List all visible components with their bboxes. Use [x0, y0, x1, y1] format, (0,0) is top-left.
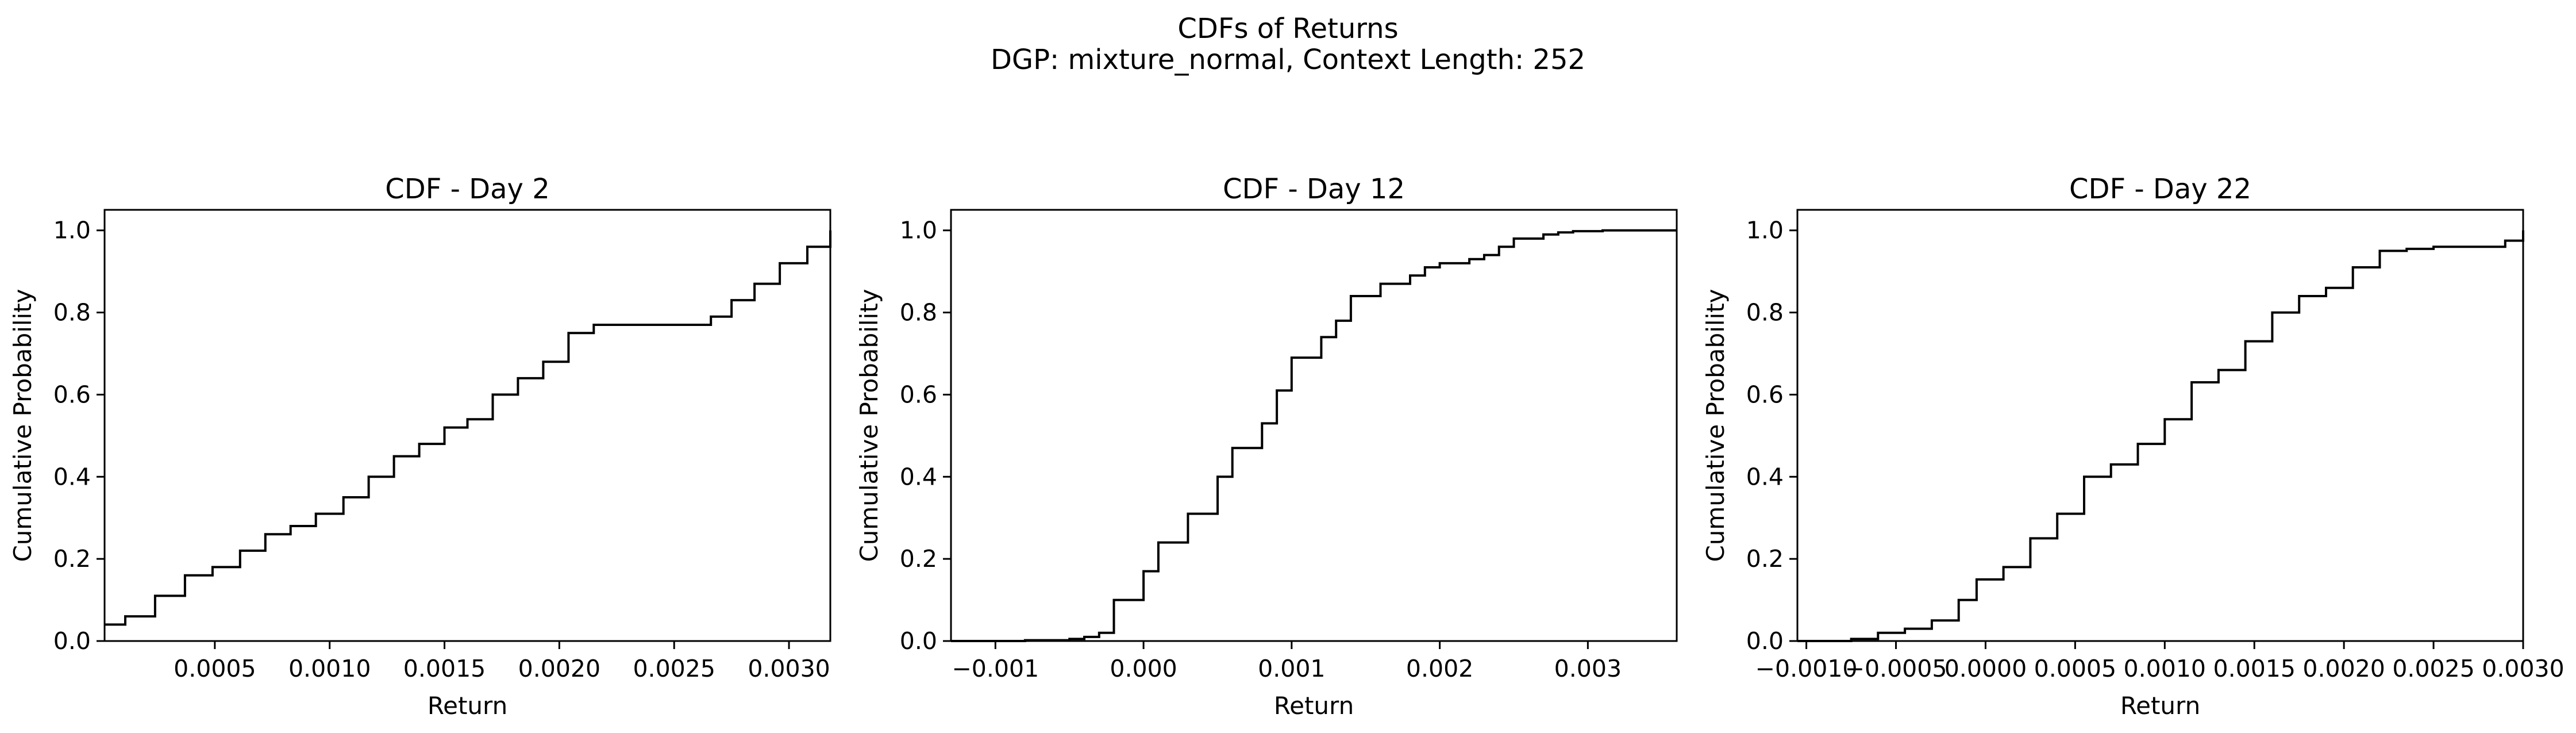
cdf-step-line — [1797, 230, 2524, 642]
y-tick-label: 1.0 — [1746, 217, 1784, 244]
y-tick-label: 0.2 — [900, 545, 937, 573]
x-axis-label: Return — [2120, 692, 2200, 720]
x-tick-label: 0.0010 — [2124, 655, 2206, 682]
cdf-step-line — [951, 229, 1677, 642]
x-tick-label: −0.0010 — [1755, 655, 1858, 682]
y-tick-label: 0.6 — [1746, 381, 1784, 408]
y-tick-label: 0.4 — [53, 463, 91, 490]
x-tick-label: 0.0025 — [2392, 655, 2474, 682]
y-tick-label: 1.0 — [900, 217, 937, 244]
y-tick-label: 0.8 — [900, 299, 937, 327]
figure-title: CDFs of Returns — [1177, 13, 1399, 45]
figure-subtitle: DGP: mixture_normal, Context Length: 252 — [990, 44, 1586, 76]
y-tick-label: 0.4 — [1746, 463, 1784, 490]
y-tick-label: 0.0 — [900, 627, 937, 655]
y-tick-label: 0.8 — [1746, 299, 1784, 327]
y-axis-label: Cumulative Probability — [1701, 289, 1730, 562]
panel-title: CDF - Day 12 — [1223, 173, 1405, 205]
x-axis-label: Return — [428, 692, 507, 720]
y-tick-label: 0.8 — [53, 299, 91, 327]
x-axis-label: Return — [1274, 692, 1354, 720]
x-tick-label: 0.0030 — [2482, 655, 2564, 682]
x-tick-label: 0.000 — [1110, 655, 1177, 682]
cdf-panel-2: −0.001 0.000 0.001 0.002 0.003 0.0 0.2 0.4 0.6 0.… — [855, 173, 1678, 720]
axes-frame — [103, 209, 831, 642]
y-tick-label: 0.0 — [1746, 627, 1784, 655]
x-tick-label: 0.0020 — [2302, 655, 2385, 682]
x-tick-label: 0.0010 — [288, 655, 371, 682]
panel-title: CDF - Day 22 — [2069, 173, 2251, 205]
y-tick-label: 0.6 — [900, 381, 937, 408]
y-axis-label: Cumulative Probability — [9, 289, 37, 562]
x-tick-label: 0.0005 — [174, 655, 256, 682]
y-tick-label: 0.6 — [53, 381, 91, 408]
x-tick-label: 0.0025 — [633, 655, 715, 682]
axes-frame — [950, 209, 1678, 642]
x-tick-label: 0.001 — [1258, 655, 1325, 682]
x-tick-label: 0.0015 — [2213, 655, 2295, 682]
x-tick-label: −0.0005 — [1845, 655, 1947, 682]
x-tick-label: 0.0000 — [1944, 655, 2027, 682]
y-tick-label: 0.0 — [53, 627, 91, 655]
x-tick-label: 0.0005 — [2034, 655, 2116, 682]
x-tick-label: 0.002 — [1406, 655, 1473, 682]
x-tick-label: 0.0030 — [748, 655, 830, 682]
y-tick-label: 1.0 — [53, 217, 91, 244]
y-tick-label: 0.4 — [900, 463, 937, 490]
x-tick-label: 0.0015 — [403, 655, 486, 682]
y-axis-label: Cumulative Probability — [855, 289, 883, 562]
axes-frame — [1796, 209, 2524, 642]
cdf-step-line — [105, 230, 831, 626]
panel-title: CDF - Day 2 — [385, 173, 550, 205]
y-tick-label: 0.2 — [1746, 545, 1784, 573]
x-tick-label: −0.001 — [952, 655, 1039, 682]
x-tick-label: 0.0020 — [518, 655, 600, 682]
cdf-panel-1: 0.0005 0.0010 0.0015 0.0020 0.0025 0.0030 0.0 0… — [9, 173, 831, 720]
y-tick-label: 0.2 — [53, 545, 91, 573]
x-tick-label: 0.003 — [1554, 655, 1622, 682]
